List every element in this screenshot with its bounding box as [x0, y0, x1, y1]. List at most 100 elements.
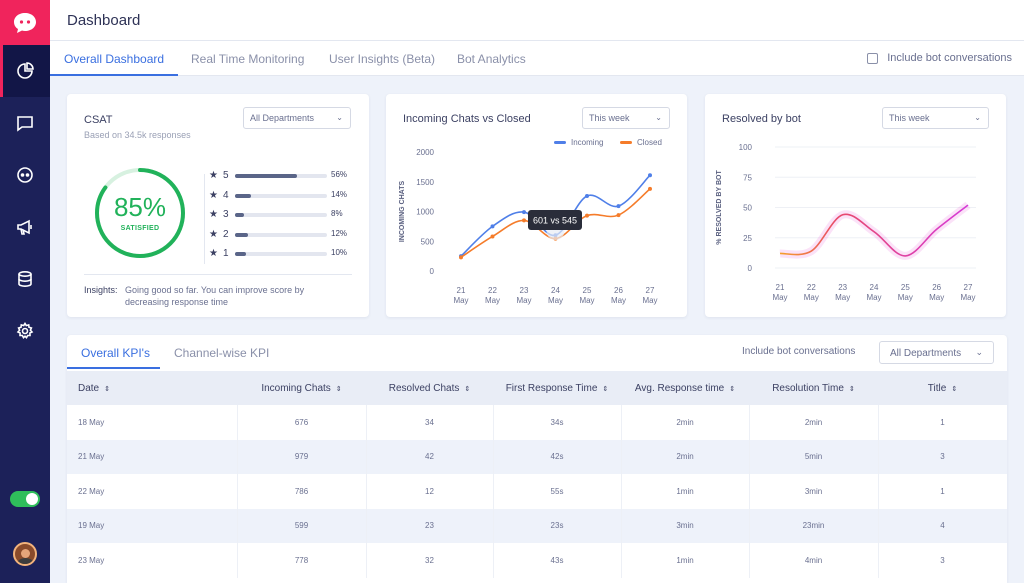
table-cell: 23	[366, 508, 494, 543]
legend-closed-label: Closed	[637, 138, 662, 147]
column-header[interactable]: Resolved Chats ⇕	[366, 371, 493, 405]
column-header-label: Avg. Response time	[634, 382, 725, 394]
rating-star-value: 3	[223, 209, 229, 220]
table-cell: 599	[237, 508, 367, 543]
status-toggle[interactable]	[10, 491, 40, 507]
rating-row: ★ 5 56%	[209, 170, 354, 182]
nav-campaigns[interactable]	[0, 201, 50, 253]
table-cell: 3	[878, 543, 1007, 578]
analytics-icon	[17, 62, 34, 79]
database-icon	[18, 270, 32, 288]
megaphone-icon	[17, 219, 32, 235]
sort-icon[interactable]: ⇕	[335, 385, 342, 393]
tab-channel-wise-kpi[interactable]: Channel-wise KPI	[174, 346, 270, 360]
x-tick-label: May	[835, 293, 850, 302]
column-header[interactable]: Title ⇕	[878, 371, 1007, 405]
data-point[interactable]	[616, 204, 621, 209]
tab-overall-dashboard[interactable]: Overall Dashboard	[64, 52, 165, 66]
column-header-label: Incoming Chats	[261, 382, 331, 394]
column-header[interactable]: Resolution Time ⇕	[749, 371, 878, 405]
resolved-chart-title: Resolved by bot	[722, 113, 801, 125]
csat-department-dropdown[interactable]: All Departments ⌄	[243, 107, 351, 129]
legend-incoming-swatch	[554, 141, 566, 144]
y-tick-label: 50	[743, 204, 752, 213]
data-point[interactable]	[585, 213, 589, 218]
user-avatar[interactable]	[13, 542, 37, 566]
column-header-label: Resolution Time	[772, 382, 844, 394]
tooltip-text: 601 vs 545	[533, 216, 577, 226]
rating-percent: 56%	[331, 170, 348, 179]
rating-row: ★ 3 8%	[209, 209, 354, 221]
y-tick-label: 100	[739, 143, 753, 152]
resolved-period-dropdown[interactable]: This week ⌄	[882, 107, 989, 129]
x-tick-label: May	[453, 296, 468, 305]
data-point[interactable]	[490, 234, 495, 239]
table-row[interactable]: 21 May 979 42 42s 2min 5min 3	[67, 439, 1007, 474]
x-tick-label: 22	[807, 283, 816, 292]
column-header-label: First Response Time	[505, 382, 598, 394]
sort-icon[interactable]: ⇕	[464, 385, 471, 393]
incoming-period-dropdown[interactable]: This week ⌄	[582, 107, 670, 129]
y-tick-label: 1500	[416, 178, 434, 187]
data-point[interactable]	[459, 255, 463, 260]
column-header[interactable]: Date ⇕	[67, 371, 237, 405]
table-cell: 2min	[621, 405, 750, 440]
sort-icon[interactable]: ⇕	[848, 385, 855, 393]
data-point[interactable]	[648, 186, 652, 191]
y-tick-label: 500	[421, 237, 435, 246]
sort-icon[interactable]: ⇕	[951, 385, 958, 393]
x-tick-label: May	[929, 293, 944, 302]
data-point[interactable]	[522, 210, 526, 215]
include-bot-toggle[interactable]: Include bot conversations	[867, 52, 1012, 64]
rating-star-value: 1	[223, 248, 229, 259]
chevron-down-icon: ⌄	[974, 113, 981, 122]
gear-icon	[16, 322, 34, 340]
table-cell: 4	[878, 508, 1007, 543]
column-header-label: Date	[78, 382, 100, 394]
kpi-card: Overall KPI's Channel-wise KPI Include b…	[67, 335, 1007, 583]
column-header[interactable]: Incoming Chats ⇕	[237, 371, 366, 405]
table-row[interactable]: 23 May 778 32 43s 1min 4min 3	[67, 543, 1007, 578]
data-point[interactable]	[648, 173, 652, 178]
tooltip-box	[528, 210, 582, 230]
nav-bots[interactable]	[0, 149, 50, 201]
tab-user-insights[interactable]: User Insights (Beta)	[329, 52, 436, 66]
table-cell: 32	[366, 543, 494, 578]
chevron-down-icon: ⌄	[336, 113, 343, 122]
tab-real-time-monitoring[interactable]: Real Time Monitoring	[191, 52, 305, 66]
rating-bar-fill	[235, 174, 297, 178]
table-row[interactable]: 19 May 599 23 23s 3min 23min 4	[67, 508, 1007, 543]
nav-settings[interactable]	[0, 305, 50, 357]
table-cell: 42	[366, 439, 494, 474]
table-cell: 42s	[493, 439, 622, 474]
kpi-department-dropdown[interactable]: All Departments ⌄	[879, 341, 994, 364]
sort-icon[interactable]: ⇕	[729, 385, 736, 393]
app-logo[interactable]	[0, 0, 50, 45]
table-row[interactable]: 22 May 786 12 55s 1min 3min 1	[67, 474, 1007, 509]
insights-label: Insights:	[84, 285, 118, 295]
include-bot-checkbox[interactable]	[867, 52, 879, 64]
kpi-table: Date ⇕ Incoming Chats ⇕ Resolved Chats ⇕ First…	[67, 371, 1007, 578]
rating-percent: 8%	[331, 209, 343, 218]
table-cell: 676	[237, 405, 367, 440]
column-header[interactable]: Avg. Response time ⇕	[621, 371, 749, 405]
nav-analytics[interactable]	[0, 45, 50, 97]
star-icon: ★	[209, 209, 218, 220]
csat-subtitle: Based on 34.5k responses	[84, 130, 191, 140]
table-cell: 1min	[621, 474, 750, 509]
data-point[interactable]	[490, 224, 495, 229]
sort-icon[interactable]: ⇕	[104, 385, 110, 393]
rating-star-value: 4	[223, 189, 229, 201]
data-point[interactable]	[616, 213, 621, 218]
data-point[interactable]	[522, 218, 526, 223]
tab-overall-kpis[interactable]: Overall KPI's	[81, 346, 150, 360]
tab-bot-analytics[interactable]: Bot Analytics	[457, 52, 526, 66]
column-header[interactable]: First Response Time ⇕	[493, 371, 621, 405]
x-tick-label: May	[579, 296, 594, 305]
data-point[interactable]	[585, 194, 589, 199]
table-row[interactable]: 18 May 676 34 34s 2min 2min 1	[67, 405, 1007, 440]
nav-database[interactable]	[0, 253, 50, 305]
sort-icon[interactable]: ⇕	[602, 385, 609, 393]
nav-chats[interactable]	[0, 97, 50, 149]
x-tick-label: May	[772, 293, 787, 302]
